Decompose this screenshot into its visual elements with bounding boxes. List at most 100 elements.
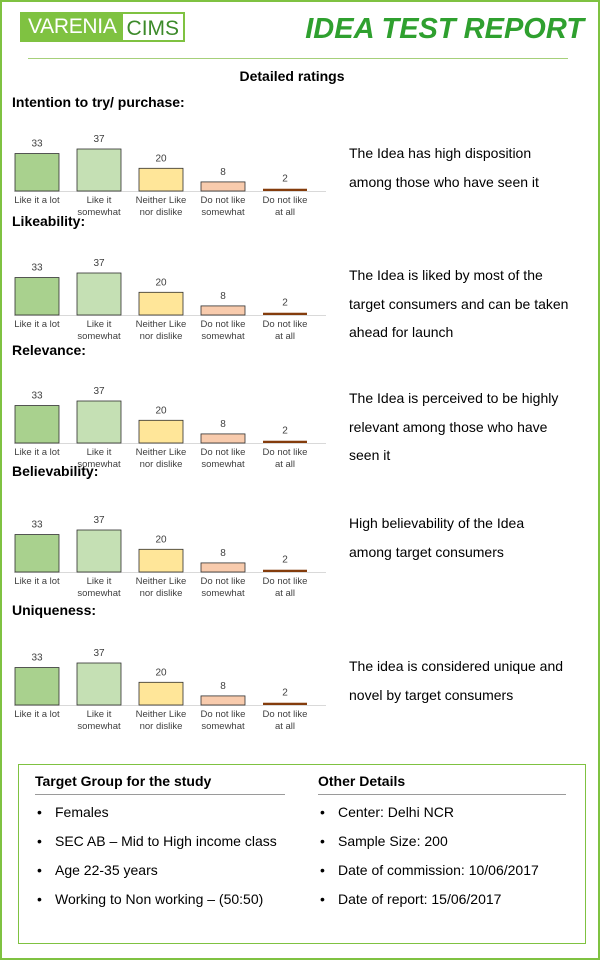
category-label: somewhat [201, 207, 245, 218]
chart-bar [14, 153, 60, 192]
comment-line: seen it [349, 447, 391, 463]
data-label: 8 [220, 167, 226, 178]
category-label: Like it a lot [14, 447, 60, 458]
category-label: somewhat [201, 459, 245, 470]
data-label: 33 [31, 520, 43, 531]
chart-bar [263, 702, 307, 705]
category-label: Do not like [201, 576, 246, 587]
category-label: somewhat [201, 721, 245, 732]
chart-bar [138, 291, 184, 316]
category-label: somewhat [77, 459, 121, 470]
comment-line: The Idea is perceived to be highly [349, 390, 559, 406]
metric-title: Intention to try/ purchase: [12, 94, 185, 110]
other-details-title: Other Details [318, 773, 566, 795]
data-label: 8 [220, 419, 226, 430]
target-group-title: Target Group for the study [35, 773, 285, 795]
list-item: Working to Non working – (50:50) [35, 885, 285, 914]
category-label: Like it [87, 576, 112, 587]
category-label: somewhat [77, 588, 121, 599]
data-label: 20 [155, 153, 167, 164]
metric-comment: The Idea is perceived to be highly relev… [349, 384, 585, 470]
chart-bar [14, 277, 60, 316]
data-label: 20 [155, 667, 167, 678]
rating-chart: 33 Like it a lot 37 Like it somewhat 20 Neithe… [10, 238, 336, 348]
data-label: 37 [93, 648, 105, 659]
category-label: somewhat [77, 721, 121, 732]
list-item: Date of commission: 10/06/2017 [318, 856, 566, 885]
category-label: at all [275, 721, 295, 732]
data-label: 37 [93, 386, 105, 397]
category-label: Neither Like [136, 195, 187, 206]
comment-line: among target consumers [349, 543, 504, 560]
category-label: Like it [87, 709, 112, 720]
metric-title: Believability: [12, 463, 99, 479]
metric-title: Uniqueness: [12, 602, 97, 618]
data-label: 20 [155, 534, 167, 545]
data-label: 20 [155, 405, 167, 416]
data-label: 2 [282, 298, 288, 309]
metric-comment: The idea is considered unique and novel … [349, 652, 585, 709]
category-label: somewhat [201, 588, 245, 599]
other-details-section: Other Details Center: Delhi NCR Sample S… [318, 773, 566, 914]
chart-bar [76, 272, 122, 316]
category-label: nor dislike [140, 721, 183, 732]
metric-comment: The Idea has high disposition among thos… [349, 139, 585, 196]
category-label: Do not like [201, 447, 246, 458]
data-label: 2 [282, 426, 288, 437]
chart-bar [263, 312, 307, 315]
category-label: nor dislike [140, 459, 183, 470]
chart-bar [200, 695, 246, 706]
category-label: somewhat [201, 331, 245, 342]
logo-left-text: VARENIA [20, 12, 123, 42]
metric-comment: High believability of the Idea among tar… [349, 509, 585, 566]
rating-chart: 33 Like it a lot 37 Like it somewhat 20 Neithe… [10, 628, 336, 738]
data-label: 8 [220, 681, 226, 692]
comment-line: The Idea is liked by most of the [349, 267, 543, 283]
comment-line: ahead for launch [349, 324, 454, 340]
report-title: IDEA TEST REPORT [305, 13, 584, 45]
data-label: 2 [282, 174, 288, 185]
category-label: Like it [87, 319, 112, 330]
data-label: 2 [282, 688, 288, 699]
category-label: Like it a lot [14, 319, 60, 330]
rating-chart: 33 Like it a lot 37 Like it somewhat 20 Neithe… [10, 495, 336, 605]
data-label: 33 [31, 391, 43, 402]
category-label: Do not like [263, 447, 308, 458]
list-item: Age 22-35 years [35, 856, 285, 885]
chart-bar [200, 181, 246, 192]
chart-bar [263, 569, 307, 572]
data-label: 2 [282, 555, 288, 566]
category-label: Neither Like [136, 709, 187, 720]
header-divider [28, 58, 568, 59]
chart-bar [138, 419, 184, 444]
category-label: Neither Like [136, 319, 187, 330]
chart-bar [200, 433, 246, 444]
category-label: Like it a lot [14, 576, 60, 587]
chart-bar [138, 681, 184, 706]
category-label: Do not like [263, 576, 308, 587]
category-label: at all [275, 207, 295, 218]
target-group-section: Target Group for the study Females SEC A… [35, 773, 285, 914]
comment-line: The Idea has high disposition [349, 145, 532, 161]
category-label: Do not like [263, 195, 308, 206]
chart-bar [263, 188, 307, 191]
chart-bar [14, 405, 60, 444]
category-label: at all [275, 588, 295, 599]
category-label: Do not like [201, 709, 246, 720]
data-label: 20 [155, 277, 167, 288]
category-label: somewhat [77, 207, 121, 218]
data-label: 8 [220, 548, 226, 559]
chart-bar [138, 167, 184, 192]
study-details-box: Target Group for the study Females SEC A… [18, 764, 586, 944]
chart-bar [200, 305, 246, 316]
data-label: 37 [93, 134, 105, 145]
metric-comment: The Idea is liked by most of the target … [349, 261, 585, 347]
metric-title: Relevance: [12, 342, 86, 358]
data-label: 33 [31, 139, 43, 150]
chart-bar [263, 440, 307, 443]
category-label: at all [275, 459, 295, 470]
